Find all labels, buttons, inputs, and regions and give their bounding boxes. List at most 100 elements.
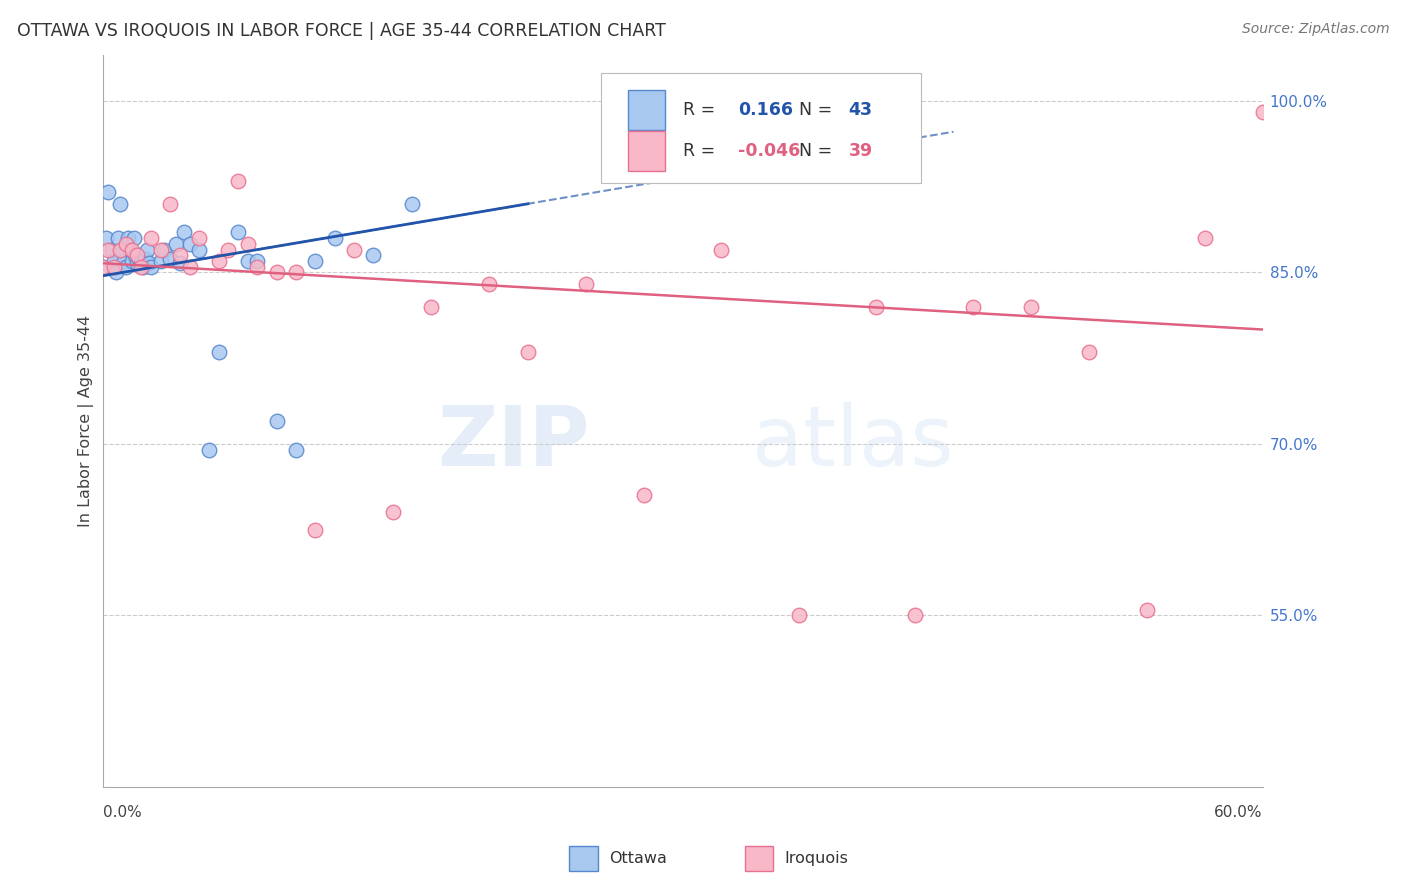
- Point: [96, 231, 118, 245]
- Point: [179, 260, 201, 274]
- Text: 0.0%: 0.0%: [103, 805, 142, 820]
- Point: [124, 248, 146, 262]
- Point: [633, 488, 655, 502]
- Point: [207, 345, 229, 359]
- Point: [401, 196, 423, 211]
- Point: [127, 256, 149, 270]
- Text: N =: N =: [799, 142, 838, 160]
- Text: Source: ZipAtlas.com: Source: ZipAtlas.com: [1241, 22, 1389, 37]
- Point: [114, 236, 136, 251]
- Point: [420, 300, 443, 314]
- Point: [236, 236, 259, 251]
- Point: [865, 300, 887, 314]
- Point: [111, 243, 134, 257]
- Point: [153, 243, 176, 257]
- Point: [132, 260, 155, 274]
- Point: [149, 243, 172, 257]
- Point: [266, 265, 288, 279]
- FancyBboxPatch shape: [628, 131, 665, 171]
- Point: [1194, 231, 1216, 245]
- Point: [575, 277, 598, 291]
- Point: [904, 608, 927, 623]
- Point: [962, 300, 984, 314]
- Point: [112, 254, 135, 268]
- Point: [108, 243, 131, 257]
- Point: [173, 225, 195, 239]
- Point: [188, 231, 211, 245]
- Point: [159, 252, 181, 266]
- Point: [304, 523, 326, 537]
- Point: [217, 243, 239, 257]
- Point: [285, 442, 308, 457]
- Text: -0.046: -0.046: [738, 142, 800, 160]
- Point: [97, 243, 120, 257]
- Point: [179, 236, 201, 251]
- Point: [103, 260, 125, 274]
- Text: N =: N =: [799, 101, 838, 119]
- Point: [118, 243, 141, 257]
- Point: [139, 231, 162, 245]
- FancyBboxPatch shape: [628, 90, 665, 130]
- Point: [114, 260, 136, 274]
- Point: [169, 248, 191, 262]
- Point: [149, 254, 172, 268]
- Point: [246, 260, 269, 274]
- Point: [304, 254, 326, 268]
- Text: 60.0%: 60.0%: [1215, 805, 1263, 820]
- Text: ZIP: ZIP: [437, 402, 591, 483]
- Point: [323, 231, 346, 245]
- Point: [363, 248, 385, 262]
- Point: [103, 254, 125, 268]
- Point: [266, 414, 288, 428]
- Point: [91, 260, 114, 274]
- Text: 43: 43: [849, 101, 873, 119]
- Point: [159, 196, 181, 211]
- Point: [710, 243, 733, 257]
- Point: [122, 231, 145, 245]
- Text: R =: R =: [683, 142, 720, 160]
- Point: [1136, 602, 1159, 616]
- Text: atlas: atlas: [752, 402, 955, 483]
- Point: [97, 186, 120, 200]
- Point: [91, 260, 114, 274]
- Point: [101, 243, 124, 257]
- Point: [1077, 345, 1099, 359]
- Point: [138, 256, 160, 270]
- Point: [128, 252, 150, 266]
- Point: [121, 254, 143, 268]
- Point: [139, 260, 162, 274]
- Point: [1019, 300, 1042, 314]
- Point: [517, 345, 540, 359]
- Point: [246, 254, 269, 268]
- Text: 39: 39: [849, 142, 873, 160]
- FancyBboxPatch shape: [602, 73, 921, 183]
- Point: [787, 608, 810, 623]
- Point: [107, 231, 129, 245]
- Point: [343, 243, 366, 257]
- Text: Iroquois: Iroquois: [785, 851, 848, 865]
- Point: [105, 265, 128, 279]
- Point: [226, 174, 249, 188]
- Point: [188, 243, 211, 257]
- Point: [381, 506, 404, 520]
- Point: [129, 256, 152, 270]
- Text: R =: R =: [683, 101, 720, 119]
- Text: OTTAWA VS IROQUOIS IN LABOR FORCE | AGE 35-44 CORRELATION CHART: OTTAWA VS IROQUOIS IN LABOR FORCE | AGE …: [17, 22, 666, 40]
- Y-axis label: In Labor Force | Age 35-44: In Labor Force | Age 35-44: [79, 315, 94, 527]
- Point: [121, 243, 143, 257]
- Text: Ottawa: Ottawa: [609, 851, 666, 865]
- Point: [127, 248, 149, 262]
- Point: [226, 225, 249, 239]
- Text: 0.166: 0.166: [738, 101, 793, 119]
- Point: [117, 231, 139, 245]
- Point: [207, 254, 229, 268]
- Point: [134, 252, 156, 266]
- Point: [165, 236, 187, 251]
- Point: [236, 254, 259, 268]
- Point: [1251, 105, 1274, 120]
- Point: [198, 442, 221, 457]
- Point: [136, 243, 159, 257]
- Point: [478, 277, 501, 291]
- Point: [285, 265, 308, 279]
- Point: [108, 196, 131, 211]
